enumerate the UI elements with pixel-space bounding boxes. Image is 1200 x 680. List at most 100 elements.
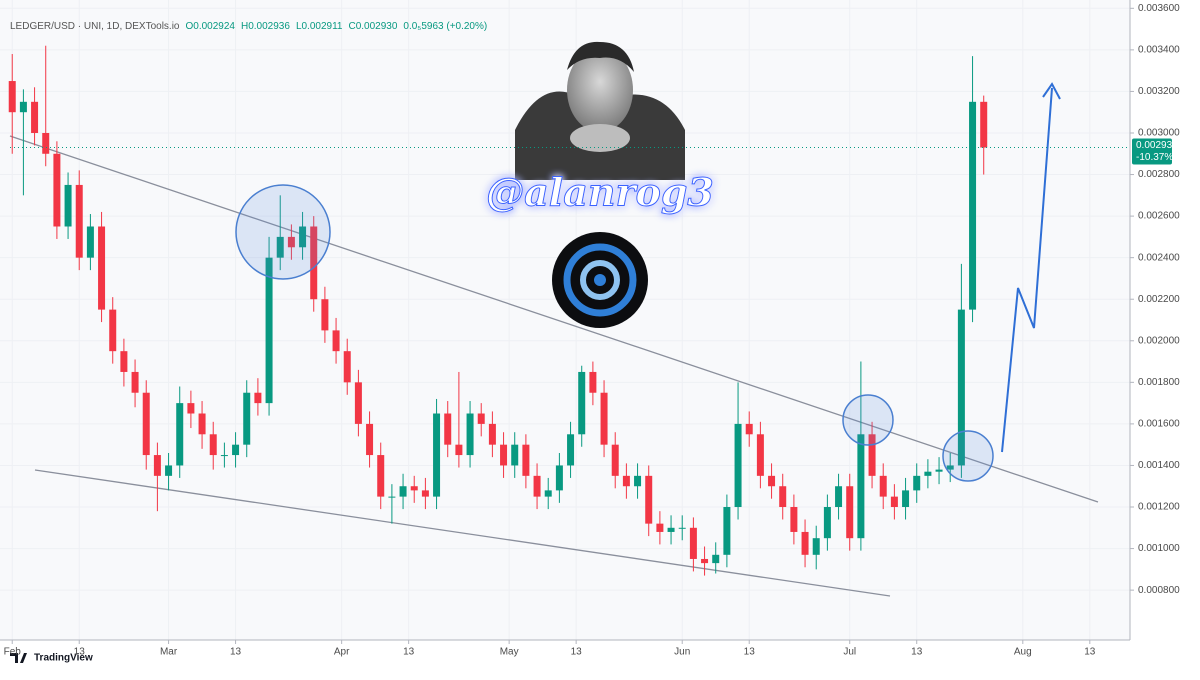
candle-body [131, 371, 139, 393]
candle-body [321, 299, 329, 331]
y-tick-label: 0.002200 [1138, 294, 1180, 305]
x-tick-label: 13 [744, 647, 756, 658]
candle-body [410, 486, 418, 491]
x-tick-label: Apr [334, 647, 350, 658]
ohlc-item: L0.002911 [296, 21, 343, 32]
y-tick-label: 0.001800 [1138, 377, 1180, 388]
logo [552, 232, 648, 328]
y-tick-label: 0.002800 [1138, 169, 1180, 180]
candle-body [64, 184, 72, 227]
watermark: @alanrog3 [486, 170, 714, 215]
ohlc-item: H0.002936 [241, 21, 290, 32]
candle-body [198, 413, 206, 435]
x-tick-label: 13 [403, 647, 415, 658]
candle-body [600, 392, 608, 445]
ohlc-item: C0.002930 [348, 21, 397, 32]
candle-body [265, 257, 273, 404]
candle-body [53, 153, 61, 227]
candle-body [835, 486, 843, 508]
candle-body [980, 101, 988, 148]
projection-arrow [1001, 87, 1053, 453]
candle-body [656, 523, 664, 532]
candle-body [578, 371, 586, 435]
ohlc-item: O0.002924 [186, 21, 236, 32]
highlight-circle [235, 184, 331, 280]
legend-line: LEDGER/USD · UNI, 1D, DEXTools.io O0.0029… [10, 21, 487, 32]
candle-body [857, 434, 865, 539]
x-tick-label: 13 [911, 647, 923, 658]
candle-body [734, 423, 742, 508]
candle-body [522, 444, 530, 476]
price-tag-value: 0.002930 [1136, 140, 1178, 151]
candle-body [243, 392, 251, 445]
candle-body [444, 413, 452, 445]
candle-body [42, 132, 50, 154]
candle-body [142, 392, 150, 456]
candle-body [890, 496, 898, 508]
candle-body [879, 475, 887, 497]
candle-body [220, 455, 228, 457]
symbol: LEDGER/USD · UNI, 1D, DEXTools.io [10, 21, 180, 32]
candle-body [634, 475, 642, 487]
candle-body [812, 538, 820, 555]
candle-body [745, 423, 753, 435]
y-tick-label: 0.003200 [1138, 86, 1180, 97]
candle-body [488, 423, 496, 445]
candle-body [377, 455, 385, 497]
candle-body [153, 455, 161, 476]
candle-body [712, 554, 720, 564]
candle-body [343, 351, 351, 383]
candle-body [176, 403, 184, 466]
y-tick-label: 0.001200 [1138, 502, 1180, 513]
candle-body [421, 490, 429, 497]
candle-body [75, 184, 83, 258]
candle-body [913, 475, 921, 491]
candle-body [790, 507, 798, 532]
candle-body [689, 527, 697, 559]
x-tick-label: May [500, 647, 519, 658]
candle-body [8, 81, 16, 113]
x-tick-label: 13 [230, 647, 242, 658]
x-tick-label: Mar [160, 647, 178, 658]
candle-body [31, 101, 39, 133]
candle-body [354, 382, 362, 424]
candle-body [723, 507, 731, 555]
x-tick-label: 13 [74, 647, 86, 658]
x-tick-label: 13 [1084, 647, 1096, 658]
candle-body [544, 490, 552, 497]
y-tick-label: 0.001600 [1138, 419, 1180, 430]
candle-body [500, 444, 508, 466]
candle-body [388, 496, 396, 498]
candle-body [332, 330, 340, 352]
y-tick-label: 0.002400 [1138, 252, 1180, 263]
candle-body [801, 531, 809, 555]
candle-body [667, 527, 675, 532]
y-tick-label: 0.003600 [1138, 3, 1180, 14]
brand-logo [10, 653, 27, 663]
candle-body [768, 475, 776, 487]
x-tick-label: Jul [843, 647, 856, 658]
candle-body [254, 392, 262, 404]
candle-body [946, 465, 954, 470]
candle-body [645, 475, 653, 524]
avatar-photo [515, 41, 685, 180]
ohlc-item: 0.0₅5963 (+0.20%) [403, 21, 487, 32]
candle-body [466, 413, 474, 456]
candle-body [555, 465, 563, 491]
y-tick-label: 0.001000 [1138, 543, 1180, 554]
candle-body [109, 309, 117, 352]
candle-body [756, 434, 764, 476]
candle-body [399, 486, 407, 497]
candle-body [19, 101, 27, 113]
candle-body [209, 434, 217, 456]
candle-body [366, 423, 374, 456]
candle-body [187, 403, 195, 414]
candles [8, 45, 988, 576]
candle-body [701, 558, 709, 564]
candle-body [957, 309, 965, 466]
candle-body [567, 434, 575, 466]
candle-body [622, 475, 630, 487]
candle-body [935, 469, 943, 472]
candle-body [969, 101, 977, 310]
